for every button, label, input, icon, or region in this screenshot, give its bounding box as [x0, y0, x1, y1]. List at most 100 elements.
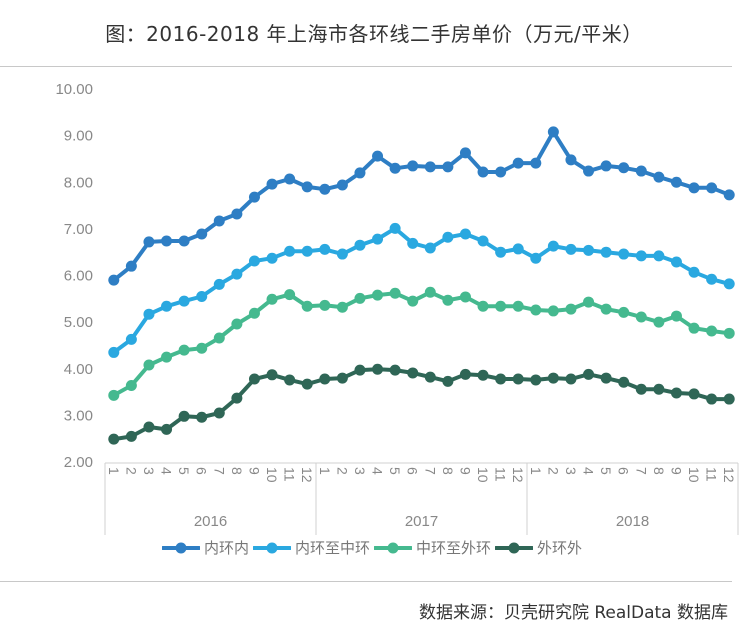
data-point — [424, 161, 436, 173]
data-point — [248, 307, 260, 319]
series-line — [112, 290, 730, 398]
month-tick-label: 6 — [405, 467, 421, 475]
data-point — [196, 342, 208, 354]
y-tick-label: 5.00 — [64, 314, 93, 331]
legend-item: 外环外 — [495, 537, 582, 558]
data-point — [108, 346, 120, 358]
data-point — [547, 372, 559, 384]
data-point — [565, 303, 577, 315]
data-point — [319, 299, 331, 311]
data-point — [389, 287, 401, 299]
data-point — [125, 333, 137, 345]
y-tick-label: 3.00 — [64, 407, 93, 424]
data-point — [354, 292, 366, 304]
data-point — [653, 316, 665, 328]
data-point — [688, 322, 700, 334]
month-tick-label: 12 — [510, 467, 526, 483]
x-axis: 1 2 3 4 5 6 7 8 9 10 11 12 1 2 3 4 5 6 7 8 9 10 11 12 1 2 3 4 5 6 7 8 9 1… — [104, 462, 739, 535]
month-tick-label: 12 — [721, 467, 737, 483]
month-tick-label: 11 — [704, 467, 720, 482]
data-point — [336, 248, 348, 260]
data-point — [372, 289, 384, 301]
data-point — [424, 286, 436, 298]
data-point — [125, 260, 137, 272]
y-axis: 2.00 3.00 4.00 5.00 6.00 7.00 8.00 9.00 10.00 — [55, 81, 93, 471]
data-source: 数据来源：贝壳研究院 RealData 数据库 — [418, 603, 728, 623]
data-point — [618, 306, 630, 318]
data-point — [723, 327, 735, 339]
data-point — [108, 433, 120, 445]
series-2 — [108, 222, 735, 358]
y-tick-label: 6.00 — [64, 268, 93, 285]
legend-swatch-icon — [495, 542, 534, 553]
data-point — [231, 318, 243, 330]
data-point — [354, 239, 366, 251]
data-point — [407, 160, 419, 172]
data-point — [495, 246, 507, 258]
month-tick-label: 3 — [563, 467, 579, 475]
data-point — [635, 383, 647, 395]
legend-label: 中环至外环 — [416, 539, 492, 557]
data-point — [477, 300, 489, 312]
data-point — [670, 387, 682, 399]
month-tick-label: 8 — [651, 467, 667, 475]
series-line — [112, 226, 730, 355]
data-point — [196, 290, 208, 302]
series-line — [113, 367, 730, 442]
month-tick-label: 1 — [106, 467, 122, 475]
data-point — [477, 235, 489, 247]
series-group — [108, 126, 735, 445]
data-point — [512, 373, 524, 385]
month-tick-label: 3 — [352, 467, 368, 475]
data-point — [143, 236, 155, 248]
data-point — [372, 363, 384, 375]
month-tick-label: 1 — [317, 467, 333, 475]
data-point — [688, 182, 700, 194]
chart-title: 图：2016-2018 年上海市各环线二手房单价（万元/平米） — [105, 22, 643, 46]
month-tick-label: 11 — [493, 467, 509, 482]
data-point — [161, 351, 173, 363]
data-point — [635, 250, 647, 262]
data-point — [688, 388, 700, 400]
data-point — [284, 245, 296, 257]
data-point — [301, 245, 313, 257]
data-point — [653, 383, 665, 395]
data-point — [108, 274, 120, 286]
year-label: 2018 — [616, 513, 649, 530]
data-point — [512, 300, 524, 312]
data-point — [459, 291, 471, 303]
month-tick-label: 5 — [176, 467, 192, 475]
month-tick-label: 4 — [370, 467, 386, 475]
data-point — [213, 278, 225, 290]
legend-label: 内环内 — [203, 539, 249, 557]
data-point — [161, 300, 173, 312]
data-point — [266, 252, 278, 264]
data-point — [600, 372, 612, 384]
data-point — [319, 243, 331, 255]
data-point — [600, 246, 612, 258]
data-point — [161, 235, 173, 247]
data-point — [231, 268, 243, 280]
month-tick-label: 9 — [457, 467, 473, 475]
data-point — [319, 183, 331, 195]
data-point — [706, 273, 718, 285]
series-4 — [108, 363, 735, 445]
data-point — [389, 364, 401, 376]
data-point — [688, 266, 700, 278]
data-point — [266, 178, 278, 190]
y-tick-label: 10.00 — [55, 81, 93, 98]
month-tick-label: 2 — [545, 467, 561, 475]
legend-item: 内环内 — [161, 537, 249, 558]
data-point — [143, 421, 155, 433]
data-point — [653, 171, 665, 183]
data-point — [583, 165, 595, 177]
month-tick-label: 8 — [229, 467, 245, 475]
data-point — [178, 235, 190, 247]
data-point — [583, 296, 595, 308]
data-point — [354, 364, 366, 376]
data-point — [547, 305, 559, 317]
data-point — [196, 228, 208, 240]
data-point — [424, 242, 436, 254]
data-point — [178, 295, 190, 307]
data-point — [565, 154, 577, 166]
